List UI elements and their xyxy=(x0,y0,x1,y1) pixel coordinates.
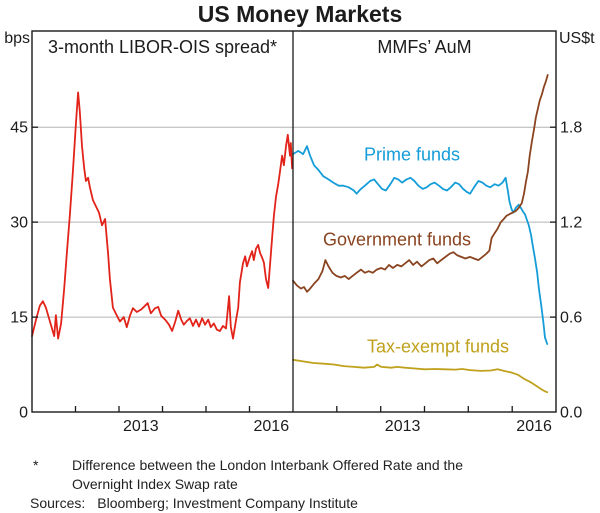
series-label-tax-exempt-funds: Tax-exempt funds xyxy=(366,336,510,357)
series-path-tax-exempt-funds xyxy=(292,358,549,394)
footnote-text: Difference between the London Interbank … xyxy=(72,456,463,494)
x-tick-label: 2016 xyxy=(254,418,290,435)
y-tick-label: 1.8 xyxy=(560,120,582,137)
right-panel-title: MMFs’ AuM xyxy=(377,37,472,57)
left-axis-unit-label: bps xyxy=(4,30,30,47)
sources-line: Sources: Bloomberg; Investment Company In… xyxy=(30,495,358,511)
sources-text: Bloomberg; Investment Company Institute xyxy=(97,495,358,511)
series-label-prime-funds: Prime funds xyxy=(363,144,461,165)
x-tick-label: 2013 xyxy=(123,418,159,435)
footnote-line-2: Overnight Index Swap rate xyxy=(72,476,238,492)
y-tick-label: 15 xyxy=(10,310,28,327)
y-tick-label: 30 xyxy=(10,215,28,232)
y-tick-label: 45 xyxy=(10,120,28,137)
x-tick-label: 2013 xyxy=(385,418,421,435)
right-axis-unit-label: US$t xyxy=(559,30,595,47)
chart-title: US Money Markets xyxy=(197,1,403,27)
y-tick-label: 0.6 xyxy=(560,310,582,327)
plot-frame xyxy=(31,30,557,413)
series-path-3-month-libor-ois-spread xyxy=(31,91,293,340)
series-path-government-funds xyxy=(292,74,549,293)
series-path-prime-funds xyxy=(292,145,549,345)
footnote-marker: * xyxy=(33,457,39,473)
left-panel-title: 3-month LIBOR-OIS spread* xyxy=(47,37,278,57)
y-tick-label: 0 xyxy=(19,405,28,422)
sources-label: Sources: xyxy=(30,495,86,511)
x-tick-label: 2016 xyxy=(516,418,552,435)
y-tick-label: 0.0 xyxy=(560,405,582,422)
y-tick-label: 1.2 xyxy=(560,215,582,232)
footnote-line-1: Difference between the London Interbank … xyxy=(72,457,463,473)
series-label-government-funds: Government funds xyxy=(322,229,472,250)
